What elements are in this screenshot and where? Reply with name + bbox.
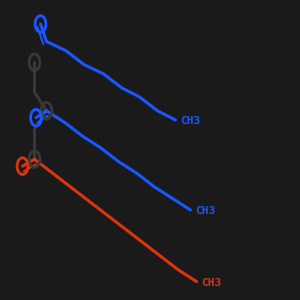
Text: CH3: CH3 bbox=[201, 278, 221, 288]
Text: CH3: CH3 bbox=[195, 206, 215, 216]
Text: CH3: CH3 bbox=[180, 116, 200, 126]
